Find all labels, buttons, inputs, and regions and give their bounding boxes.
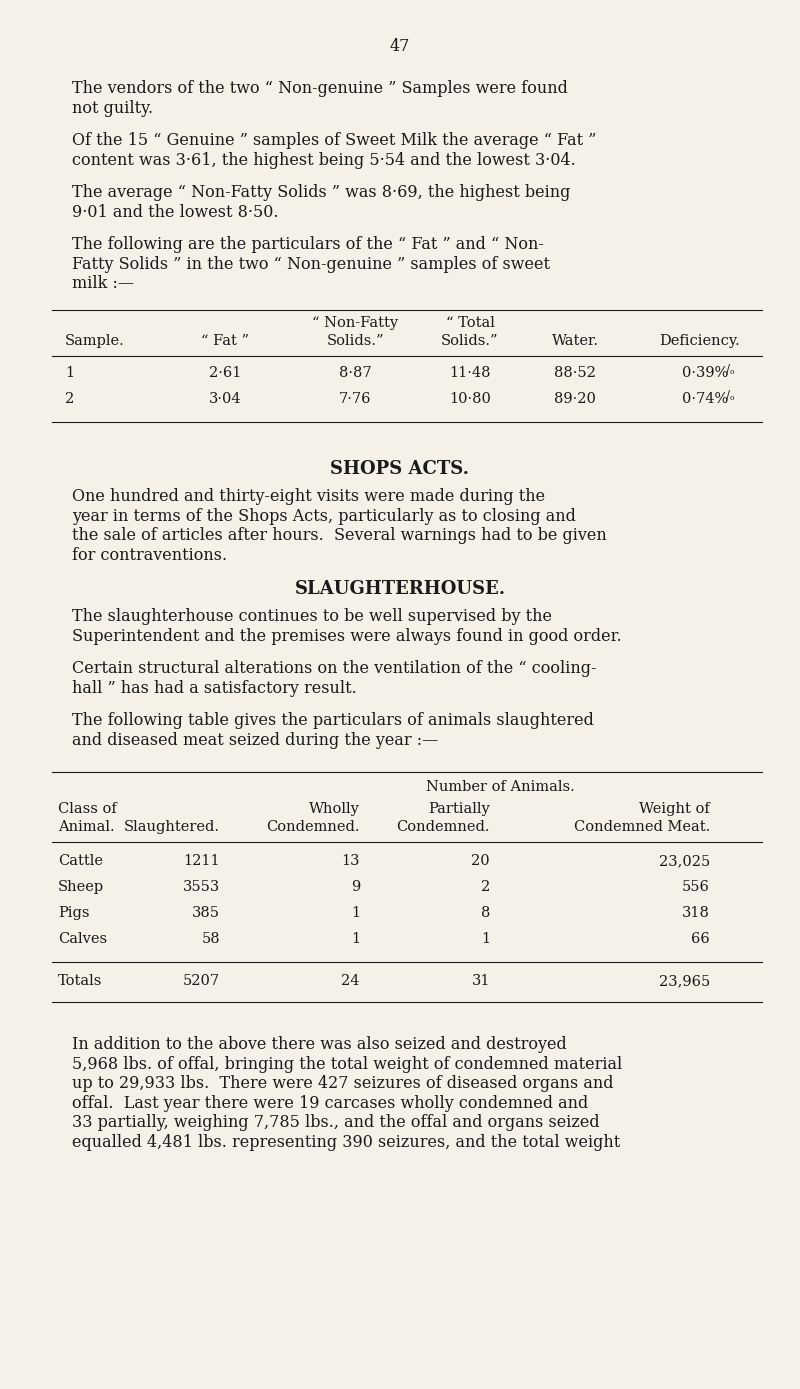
- Text: Totals: Totals: [58, 974, 102, 988]
- Text: 11·48: 11·48: [450, 365, 490, 381]
- Text: 1211: 1211: [183, 854, 220, 868]
- Text: The following are the particulars of the “ Fat ” and “ Non-
Fatty Solids ” in th: The following are the particulars of the…: [72, 236, 550, 292]
- Text: 318: 318: [682, 906, 710, 920]
- Text: Cattle: Cattle: [58, 854, 103, 868]
- Text: Class of: Class of: [58, 801, 117, 815]
- Text: 1: 1: [351, 932, 360, 946]
- Text: Weight of: Weight of: [639, 801, 710, 815]
- Text: 24: 24: [342, 974, 360, 988]
- Text: Solids.”: Solids.”: [442, 333, 498, 349]
- Text: 2·61: 2·61: [209, 365, 241, 381]
- Text: Condemned Meat.: Condemned Meat.: [574, 820, 710, 833]
- Text: The average “ Non-Fatty Solids ” was 8·69, the highest being
9·01 and the lowest: The average “ Non-Fatty Solids ” was 8·6…: [72, 183, 570, 221]
- Text: Solids.”: Solids.”: [326, 333, 384, 349]
- Text: 385: 385: [192, 906, 220, 920]
- Text: 88·52: 88·52: [554, 365, 596, 381]
- Text: “ Fat ”: “ Fat ”: [201, 333, 249, 349]
- Text: 0·39%: 0·39%: [682, 365, 728, 381]
- Text: Number of Animals.: Number of Animals.: [426, 781, 574, 795]
- Text: 8·87: 8·87: [338, 365, 371, 381]
- Text: 1: 1: [481, 932, 490, 946]
- Text: Condemned.: Condemned.: [397, 820, 490, 833]
- Text: 23,965: 23,965: [658, 974, 710, 988]
- Text: “ Non-Fatty: “ Non-Fatty: [312, 317, 398, 331]
- Text: 7·76: 7·76: [338, 392, 371, 406]
- Text: 89·20: 89·20: [554, 392, 596, 406]
- Text: Sample.: Sample.: [65, 333, 125, 349]
- Text: 8: 8: [481, 906, 490, 920]
- Text: 31: 31: [471, 974, 490, 988]
- Text: “ Total: “ Total: [446, 317, 494, 331]
- Text: Slaughtered.: Slaughtered.: [124, 820, 220, 833]
- Text: 66: 66: [691, 932, 710, 946]
- Text: 1: 1: [351, 906, 360, 920]
- Text: 556: 556: [682, 881, 710, 895]
- Text: In addition to the above there was also seized and destroyed
5,968 lbs. of offal: In addition to the above there was also …: [72, 1036, 622, 1151]
- Text: Wholly: Wholly: [309, 801, 360, 815]
- Text: Deficiency.: Deficiency.: [660, 333, 740, 349]
- Text: 13: 13: [342, 854, 360, 868]
- Text: The slaughterhouse continues to be well supervised by the
Superintendent and the: The slaughterhouse continues to be well …: [72, 608, 622, 644]
- Text: Of the 15 “ Genuine ” samples of Sweet Milk the average “ Fat ”
content was 3·61: Of the 15 “ Genuine ” samples of Sweet M…: [72, 132, 596, 168]
- Text: SHOPS ACTS.: SHOPS ACTS.: [330, 460, 470, 478]
- Text: One hundred and thirty-eight visits were made during the
year in terms of the Sh: One hundred and thirty-eight visits were…: [72, 488, 606, 564]
- Text: Condemned.: Condemned.: [266, 820, 360, 833]
- Text: Sheep: Sheep: [58, 881, 104, 895]
- Text: 2: 2: [481, 881, 490, 895]
- Text: /ₒ: /ₒ: [726, 364, 734, 376]
- Text: Animal.: Animal.: [58, 820, 114, 833]
- Text: 20: 20: [471, 854, 490, 868]
- Text: Certain structural alterations on the ventilation of the “ cooling-
hall ” has h: Certain structural alterations on the ve…: [72, 660, 597, 697]
- Text: 9: 9: [350, 881, 360, 895]
- Text: Calves: Calves: [58, 932, 107, 946]
- Text: Water.: Water.: [551, 333, 598, 349]
- Text: 10·80: 10·80: [449, 392, 491, 406]
- Text: 0·74%: 0·74%: [682, 392, 728, 406]
- Text: 58: 58: [202, 932, 220, 946]
- Text: 1: 1: [65, 365, 74, 381]
- Text: 2: 2: [65, 392, 74, 406]
- Text: Partially: Partially: [428, 801, 490, 815]
- Text: 47: 47: [390, 38, 410, 56]
- Text: SLAUGHTERHOUSE.: SLAUGHTERHOUSE.: [294, 581, 506, 599]
- Text: 3·04: 3·04: [209, 392, 242, 406]
- Text: 3553: 3553: [182, 881, 220, 895]
- Text: /ₒ: /ₒ: [726, 390, 734, 403]
- Text: The following table gives the particulars of animals slaughtered
and diseased me: The following table gives the particular…: [72, 713, 594, 749]
- Text: 5207: 5207: [183, 974, 220, 988]
- Text: Pigs: Pigs: [58, 906, 90, 920]
- Text: 23,025: 23,025: [658, 854, 710, 868]
- Text: The vendors of the two “ Non-genuine ” Samples were found
not guilty.: The vendors of the two “ Non-genuine ” S…: [72, 81, 568, 117]
